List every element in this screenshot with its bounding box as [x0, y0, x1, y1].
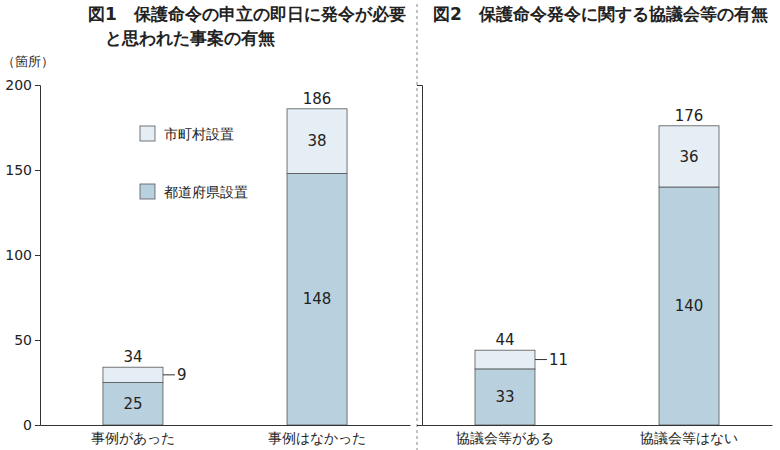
x-axis-line: [423, 425, 773, 426]
data-label: 33: [495, 388, 514, 406]
bars: [475, 126, 719, 425]
x-tick-label: 協議会等がある: [456, 430, 554, 446]
legend-label: 市町村設置: [164, 126, 234, 142]
legend: 市町村設置都道府県設置: [140, 126, 248, 200]
divider: [417, 4, 418, 450]
leader-line: [163, 374, 175, 375]
bar-segment: [287, 109, 347, 174]
y-tick-label: 100: [5, 247, 32, 263]
data-label: 148: [303, 290, 332, 308]
y-tick-mark: [35, 85, 40, 86]
y-tick: 200: [5, 77, 40, 93]
total-label: 34: [123, 348, 142, 366]
bar-segment: [475, 350, 535, 369]
y-tick: 100: [5, 247, 40, 263]
data-label: 140: [675, 297, 704, 315]
total-label: 176: [675, 107, 704, 125]
y-axis-line: [417, 86, 423, 426]
title: と思われた事案の有無: [88, 28, 275, 48]
x-tick-label: 事例があった: [91, 430, 175, 446]
data-labels: 33 140 11 36 44 176: [495, 107, 703, 406]
chart-root: 図1 保護命令の申立の即日に発令が必要 と思われた事案の有無 （箇所） 0 50 100…: [0, 0, 780, 450]
bar-segment: [659, 187, 719, 425]
legend-swatch: [140, 126, 155, 141]
x-axis-line: [41, 425, 411, 426]
x-tick: 事例があった: [91, 425, 175, 446]
y-tick-label: 150: [5, 162, 32, 178]
data-label: 38: [307, 132, 326, 150]
x-tick-label: 事例はなかった: [268, 430, 366, 446]
data-label: 25: [123, 395, 142, 413]
chart: 図1 保護命令の申立の即日に発令が必要 と思われた事案の有無 （箇所） 0 50 100…: [2, 4, 411, 446]
bar-segment: [659, 126, 719, 187]
y-tick-mark: [35, 170, 40, 171]
data-label: 11: [549, 351, 568, 369]
y-tick-mark: [35, 340, 40, 341]
y-axis-label: （箇所）: [2, 54, 54, 69]
x-tick: 事例はなかった: [268, 425, 366, 446]
legend-label: 都道府県設置: [164, 184, 248, 200]
y-tick: 50: [14, 332, 40, 348]
y-axis-line: [35, 86, 41, 426]
total-label: 186: [303, 90, 332, 108]
data-label: 36: [679, 148, 698, 166]
chart: 図2 保護命令発令に関する協議会等の有無 33 140 11 36 44 176 協議会等があ…: [417, 4, 773, 446]
data-label: 9: [177, 366, 187, 384]
title: 図1 保護命令の申立の即日に発令が必要: [88, 4, 406, 24]
y-tick-label: 200: [5, 77, 32, 93]
y-tick: 150: [5, 162, 40, 178]
y-axis: 0 50 100 150 200: [5, 77, 40, 433]
y-tick-label: 0: [23, 417, 32, 433]
legend-swatch: [140, 184, 155, 199]
y-tick: 0: [23, 417, 40, 433]
data-labels: 25 148 9 38 34 186: [123, 90, 331, 413]
y-tick-label: 50: [14, 332, 32, 348]
x-axis: 事例があった 事例はなかった: [41, 425, 411, 446]
total-label: 44: [495, 331, 514, 349]
y-tick-mark: [35, 425, 40, 426]
y-tick-mark: [35, 255, 40, 256]
bar-segment: [103, 367, 163, 382]
bar-segment: [475, 369, 535, 425]
title: 図2 保護命令発令に関する協議会等の有無: [433, 4, 768, 24]
x-tick-label: 協議会等はない: [640, 430, 738, 446]
y-axis: [417, 86, 423, 426]
leader-line: [535, 359, 547, 360]
x-tick: 協議会等がある: [456, 425, 554, 446]
x-axis: 協議会等がある 協議会等はない: [423, 425, 773, 446]
bar-segment: [287, 173, 347, 425]
bar-segment: [103, 383, 163, 426]
x-tick: 協議会等はない: [640, 425, 738, 446]
bars: [103, 109, 347, 425]
